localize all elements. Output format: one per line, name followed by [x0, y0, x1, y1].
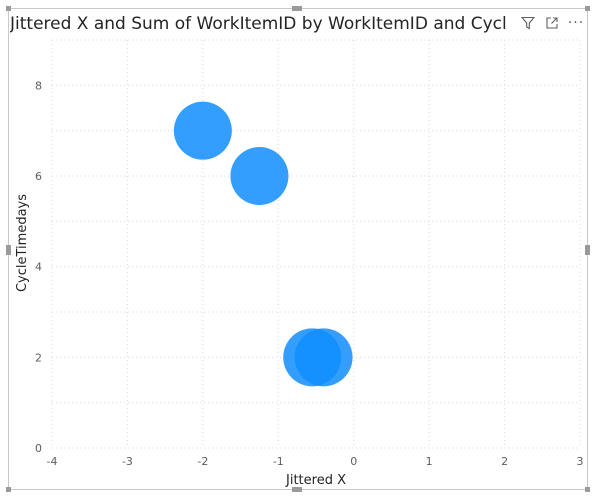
filter-icon[interactable]: [519, 14, 537, 32]
resize-handle-top-left[interactable]: [6, 6, 11, 11]
resize-handle-bottom-right[interactable]: [585, 487, 590, 492]
resize-handle-top[interactable]: [292, 6, 302, 11]
visual-header-icons: ···: [519, 14, 585, 32]
resize-handle-right[interactable]: [585, 245, 590, 255]
resize-handle-bottom-left[interactable]: [6, 487, 11, 492]
more-options-icon[interactable]: ···: [567, 15, 585, 31]
resize-handle-bottom[interactable]: [292, 487, 302, 492]
resize-handle-left[interactable]: [6, 245, 11, 255]
visual-title: Jittered X and Sum of WorkItemID by Work…: [10, 14, 507, 34]
scatter-visual[interactable]: [6, 6, 590, 492]
resize-handle-top-right[interactable]: [585, 6, 590, 11]
focus-mode-icon[interactable]: [543, 14, 561, 32]
